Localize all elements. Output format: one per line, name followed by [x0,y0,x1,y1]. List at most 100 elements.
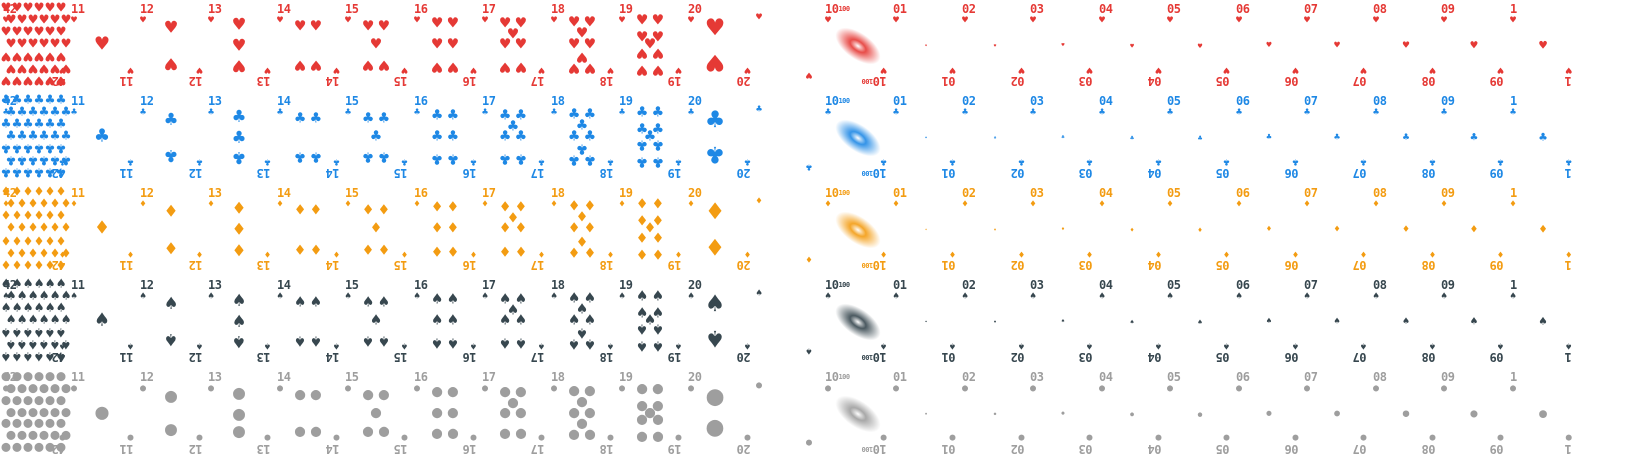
card-diamonds-15[interactable]: ♦ ♦ ♦ ♦ ♦ 15 ♦ 15 ♦ [342,184,410,274]
card-circles-04[interactable]: ● 04 ● 04 ● [1096,368,1164,458]
card-diamonds-18[interactable]: ♦ ♦ ♦ ♦ ♦ ♦ ♦ ♦ 18 ♦ 18 ♦ [548,184,616,274]
card-diamonds-05[interactable]: ♦ 05 ♦ 05 ♦ [1164,184,1232,274]
card-hearts-18[interactable]: ♥ ♥ ♥ ♥ ♥ ♥ ♥ ♥ 18 ♥ 18 ♥ [548,0,616,90]
card-hearts-13[interactable]: ♥ ♥ ♥ 13 ♥ 13 ♥ [205,0,273,90]
card-diamonds-06[interactable]: ♦ 06 ♦ 06 ♦ [1233,184,1301,274]
card-clubs-13[interactable]: ♣ ♣ ♣ 13 ♣ 13 ♣ [205,92,273,182]
card-diamonds-42[interactable]: ♦ ♦ ♦ ♦ ♦ ♦ ♦ ♦ ♦ ♦ ♦ ♦ ♦ ♦ ♦ ♦ ♦ ♦ ♦ ♦ ♦ ♦ ♦ ♦ ♦ ♦ ♦ ♦ ♦ ♦ ♦ ♦ ♦ ♦ ♦ ♦ ♦ ♦ ♦ ♦… [0,184,70,274]
card-circles-17[interactable]: ● ● ● ● ● ● ● 17 ● 17 ● [479,368,547,458]
card-hearts-15[interactable]: ♥ ♥ ♥ ♥ ♥ 15 ♥ 15 ♥ [342,0,410,90]
card-spades-15[interactable]: ♠ ♠ ♠ ♠ ♠ 15 ♠ 15 ♠ [342,276,410,366]
card-circles-blank[interactable]: ● ● [753,368,821,458]
card-hearts-10[interactable]: 10100 ♥ 10100 ♥ [822,0,890,90]
card-spades-01[interactable]: ♠ 01 ♠ 01 ♠ [890,276,958,366]
card-diamonds-16[interactable]: ♦ ♦ ♦ ♦ ♦ ♦ 16 ♦ 16 ♦ [411,184,479,274]
card-spades-10[interactable]: 10100 ♠ 10100 ♠ [822,276,890,366]
card-clubs-20[interactable]: ♣ ♣ 20 ♣ 20 ♣ [685,92,753,182]
card-hearts-04[interactable]: ♥ 04 ♥ 04 ♥ [1096,0,1164,90]
card-spades-05[interactable]: ♠ 05 ♠ 05 ♠ [1164,276,1232,366]
card-diamonds-03[interactable]: ♦ 03 ♦ 03 ♦ [1027,184,1095,274]
card-spades-02[interactable]: ♠ 02 ♠ 02 ♠ [959,276,1027,366]
card-circles-01[interactable]: ● 01 ● 01 ● [890,368,958,458]
card-spades-09[interactable]: ♠ 09 ♠ 09 ♠ [1438,276,1506,366]
card-clubs-17[interactable]: ♣ ♣ ♣ ♣ ♣ ♣ ♣ 17 ♣ 17 ♣ [479,92,547,182]
card-diamonds-1[interactable]: ♦ 1 ♦ 1 ♦ [1507,184,1575,274]
card-circles-07[interactable]: ● 07 ● 07 ● [1301,368,1369,458]
card-clubs-42[interactable]: ♣ ♣ ♣ ♣ ♣ ♣ ♣ ♣ ♣ ♣ ♣ ♣ ♣ ♣ ♣ ♣ ♣ ♣ ♣ ♣ ♣ ♣ ♣ ♣ ♣ ♣ ♣ ♣ ♣ ♣ ♣ ♣ ♣ ♣ ♣ ♣ ♣ ♣ ♣ ♣… [0,92,70,182]
card-diamonds-04[interactable]: ♦ 04 ♦ 04 ♦ [1096,184,1164,274]
card-spades-06[interactable]: ♠ 06 ♠ 06 ♠ [1233,276,1301,366]
card-clubs-01[interactable]: ♣ 01 ♣ 01 ♣ [890,92,958,182]
card-circles-15[interactable]: ● ● ● ● ● 15 ● 15 ● [342,368,410,458]
card-hearts-09[interactable]: ♥ 09 ♥ 09 ♥ [1438,0,1506,90]
card-diamonds-11[interactable]: ♦ 11 ♦ 11 ♦ [68,184,136,274]
card-clubs-05[interactable]: ♣ 05 ♣ 05 ♣ [1164,92,1232,182]
card-clubs-11[interactable]: ♣ 11 ♣ 11 ♣ [68,92,136,182]
card-hearts-14[interactable]: ♥ ♥ ♥ ♥ 14 ♥ 14 ♥ [274,0,342,90]
card-clubs-03[interactable]: ♣ 03 ♣ 03 ♣ [1027,92,1095,182]
card-hearts-05[interactable]: ♥ 05 ♥ 05 ♥ [1164,0,1232,90]
card-diamonds-10[interactable]: 10100 ♦ 10100 ♦ [822,184,890,274]
card-clubs-18[interactable]: ♣ ♣ ♣ ♣ ♣ ♣ ♣ ♣ 18 ♣ 18 ♣ [548,92,616,182]
card-circles-03[interactable]: ● 03 ● 03 ● [1027,368,1095,458]
card-circles-19[interactable]: ● ● ● ● ● ● ● ● ● 19 ● 19 ● [616,368,684,458]
card-spades-blank[interactable]: ♠ ♠ [753,276,821,366]
card-spades-14[interactable]: ♠ ♠ ♠ ♠ 14 ♠ 14 ♠ [274,276,342,366]
card-circles-05[interactable]: ● 05 ● 05 ● [1164,368,1232,458]
card-spades-42[interactable]: ♠ ♠ ♠ ♠ ♠ ♠ ♠ ♠ ♠ ♠ ♠ ♠ ♠ ♠ ♠ ♠ ♠ ♠ ♠ ♠ ♠ ♠ ♠ ♠ ♠ ♠ ♠ ♠ ♠ ♠ ♠ ♠ ♠ ♠ ♠ ♠ ♠ ♠ ♠ ♠… [0,276,70,366]
card-hearts-1[interactable]: ♥ 1 ♥ 1 ♥ [1507,0,1575,90]
card-diamonds-13[interactable]: ♦ ♦ ♦ 13 ♦ 13 ♦ [205,184,273,274]
card-circles-18[interactable]: ● ● ● ● ● ● ● ● 18 ● 18 ● [548,368,616,458]
card-hearts-20[interactable]: ♥ ♥ 20 ♥ 20 ♥ [685,0,753,90]
card-spades-08[interactable]: ♠ 08 ♠ 08 ♠ [1370,276,1438,366]
card-circles-10[interactable]: 10100 ● 10100 ● [822,368,890,458]
card-clubs-19[interactable]: ♣ ♣ ♣ ♣ ♣ ♣ ♣ ♣ ♣ 19 ♣ 19 ♣ [616,92,684,182]
card-diamonds-blank[interactable]: ♦ ♦ [753,184,821,274]
card-diamonds-17[interactable]: ♦ ♦ ♦ ♦ ♦ ♦ ♦ 17 ♦ 17 ♦ [479,184,547,274]
card-circles-13[interactable]: ● ● ● 13 ● 13 ● [205,368,273,458]
card-clubs-07[interactable]: ♣ 07 ♣ 07 ♣ [1301,92,1369,182]
card-diamonds-12[interactable]: ♦ ♦ 12 ♦ 12 ♦ [137,184,205,274]
card-clubs-1[interactable]: ♣ 1 ♣ 1 ♣ [1507,92,1575,182]
card-circles-09[interactable]: ● 09 ● 09 ● [1438,368,1506,458]
card-spades-07[interactable]: ♠ 07 ♠ 07 ♠ [1301,276,1369,366]
card-spades-20[interactable]: ♠ ♠ 20 ♠ 20 ♠ [685,276,753,366]
card-hearts-blank[interactable]: ♥ ♥ [753,0,821,90]
card-circles-20[interactable]: ● ● 20 ● 20 ● [685,368,753,458]
card-hearts-12[interactable]: ♥ ♥ 12 ♥ 12 ♥ [137,0,205,90]
card-hearts-07[interactable]: ♥ 07 ♥ 07 ♥ [1301,0,1369,90]
card-spades-04[interactable]: ♠ 04 ♠ 04 ♠ [1096,276,1164,366]
card-circles-42[interactable]: ● ● ● ● ● ● ● ● ● ● ● ● ● ● ● ● ● ● ● ● ● ● ● ● ● ● ● ● ● ● ● ● ● ● ● ● ● ● ● ●… [0,368,70,458]
card-spades-12[interactable]: ♠ ♠ 12 ♠ 12 ♠ [137,276,205,366]
card-diamonds-08[interactable]: ♦ 08 ♦ 08 ♦ [1370,184,1438,274]
card-hearts-11[interactable]: ♥ 11 ♥ 11 ♥ [68,0,136,90]
card-circles-02[interactable]: ● 02 ● 02 ● [959,368,1027,458]
card-hearts-01[interactable]: ♥ 01 ♥ 01 ♥ [890,0,958,90]
card-clubs-04[interactable]: ♣ 04 ♣ 04 ♣ [1096,92,1164,182]
card-circles-08[interactable]: ● 08 ● 08 ● [1370,368,1438,458]
card-spades-13[interactable]: ♠ ♠ ♠ 13 ♠ 13 ♠ [205,276,273,366]
card-diamonds-14[interactable]: ♦ ♦ ♦ ♦ 14 ♦ 14 ♦ [274,184,342,274]
card-spades-17[interactable]: ♠ ♠ ♠ ♠ ♠ ♠ ♠ 17 ♠ 17 ♠ [479,276,547,366]
card-circles-16[interactable]: ● ● ● ● ● ● 16 ● 16 ● [411,368,479,458]
card-clubs-08[interactable]: ♣ 08 ♣ 08 ♣ [1370,92,1438,182]
card-spades-16[interactable]: ♠ ♠ ♠ ♠ ♠ ♠ 16 ♠ 16 ♠ [411,276,479,366]
card-circles-06[interactable]: ● 06 ● 06 ● [1233,368,1301,458]
card-clubs-12[interactable]: ♣ ♣ 12 ♣ 12 ♣ [137,92,205,182]
card-clubs-09[interactable]: ♣ 09 ♣ 09 ♣ [1438,92,1506,182]
card-hearts-19[interactable]: ♥ ♥ ♥ ♥ ♥ ♥ ♥ ♥ ♥ 19 ♥ 19 ♥ [616,0,684,90]
card-diamonds-09[interactable]: ♦ 09 ♦ 09 ♦ [1438,184,1506,274]
card-clubs-06[interactable]: ♣ 06 ♣ 06 ♣ [1233,92,1301,182]
card-hearts-06[interactable]: ♥ 06 ♥ 06 ♥ [1233,0,1301,90]
card-hearts-42[interactable]: ♥ ♥ ♥ ♥ ♥ ♥ ♥ ♥ ♥ ♥ ♥ ♥ ♥ ♥ ♥ ♥ ♥ ♥ ♥ ♥ ♥ ♥ ♥ ♥ ♥ ♥ ♥ ♥ ♥ ♥ ♥ ♥ ♥ ♥ ♥ ♥ ♥ ♥ ♥ ♥… [0,0,70,90]
card-clubs-10[interactable]: 10100 ♣ 10100 ♣ [822,92,890,182]
card-spades-1[interactable]: ♠ 1 ♠ 1 ♠ [1507,276,1575,366]
card-diamonds-20[interactable]: ♦ ♦ 20 ♦ 20 ♦ [685,184,753,274]
card-spades-18[interactable]: ♠ ♠ ♠ ♠ ♠ ♠ ♠ ♠ 18 ♠ 18 ♠ [548,276,616,366]
card-clubs-16[interactable]: ♣ ♣ ♣ ♣ ♣ ♣ 16 ♣ 16 ♣ [411,92,479,182]
card-circles-1[interactable]: ● 1 ● 1 ● [1507,368,1575,458]
card-circles-12[interactable]: ● ● 12 ● 12 ● [137,368,205,458]
card-diamonds-19[interactable]: ♦ ♦ ♦ ♦ ♦ ♦ ♦ ♦ ♦ 19 ♦ 19 ♦ [616,184,684,274]
card-hearts-02[interactable]: ♥ 02 ♥ 02 ♥ [959,0,1027,90]
card-clubs-blank[interactable]: ♣ ♣ [753,92,821,182]
